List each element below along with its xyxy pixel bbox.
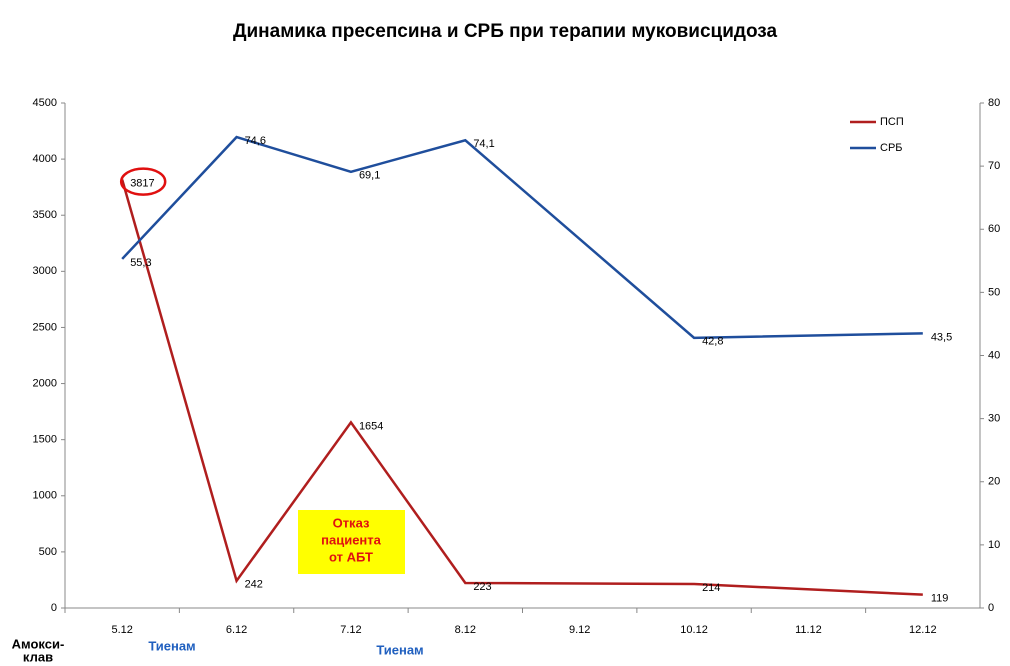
data-label: 1654 (359, 420, 383, 432)
data-label: 69,1 (359, 170, 380, 182)
data-label: 42,8 (702, 336, 723, 348)
data-line (121, 135, 923, 340)
x-tick-label: 9.12 (569, 624, 590, 636)
y2-tick-label: 0 (988, 602, 994, 614)
y2-tick-label: 20 (988, 476, 1000, 488)
x-tick-label: 7.12 (340, 624, 361, 636)
annotation-text: Отказ (333, 515, 370, 530)
annotation-box (298, 510, 405, 574)
y-tick-label: 0 (51, 602, 57, 614)
y2-tick-label: 70 (988, 160, 1000, 172)
y2-tick-label: 80 (988, 97, 1000, 109)
x-tick-label: 11.12 (795, 624, 822, 636)
data-label: 119 (931, 593, 949, 605)
y-tick-label: 2000 (33, 377, 57, 389)
y-tick-label: 3500 (33, 209, 57, 221)
x-tick-label: 6.12 (226, 624, 247, 636)
data-label: 74,1 (473, 138, 494, 150)
y-tick-label: 500 (39, 546, 57, 558)
data-line (120, 179, 923, 596)
x-tick-label: 8.12 (455, 624, 476, 636)
y-tick-label: 1000 (33, 490, 57, 502)
therapy-label: Тиенам (148, 638, 195, 653)
y2-tick-label: 50 (988, 286, 1000, 298)
y-tick-label: 3000 (33, 265, 57, 277)
data-label: 74,6 (245, 135, 266, 147)
therapy-label: клав (23, 649, 53, 664)
data-label: 55,3 (130, 257, 151, 269)
data-label: 242 (245, 579, 263, 591)
chart-title: Динамика пресепсина и СРБ при терапии му… (233, 21, 778, 42)
y-tick-label: 4000 (33, 153, 57, 165)
therapy-label: Тиенам (376, 642, 423, 657)
data-label: 214 (702, 582, 720, 594)
y2-tick-label: 60 (988, 223, 1000, 235)
x-tick-label: 10.12 (680, 624, 708, 636)
data-label: 3817 (130, 178, 154, 190)
y2-tick-label: 40 (988, 349, 1000, 361)
x-tick-label: 12.12 (909, 624, 937, 636)
data-label: 223 (473, 581, 491, 593)
y2-tick-label: 10 (988, 539, 1000, 551)
highlight-circle (119, 167, 167, 196)
legend-label: ПСП (880, 116, 904, 128)
data-label: 43,5 (931, 331, 952, 343)
y-tick-label: 2500 (33, 321, 57, 333)
y2-tick-label: 30 (988, 413, 1000, 425)
legend-label: СРБ (880, 142, 903, 154)
y-tick-label: 4500 (33, 97, 57, 109)
y-tick-label: 1500 (33, 434, 57, 446)
annotation-text: пациента (321, 532, 382, 547)
annotation-text: от АБТ (329, 549, 373, 564)
x-tick-label: 5.12 (111, 624, 132, 636)
therapy-label: Амокси- (12, 636, 65, 651)
